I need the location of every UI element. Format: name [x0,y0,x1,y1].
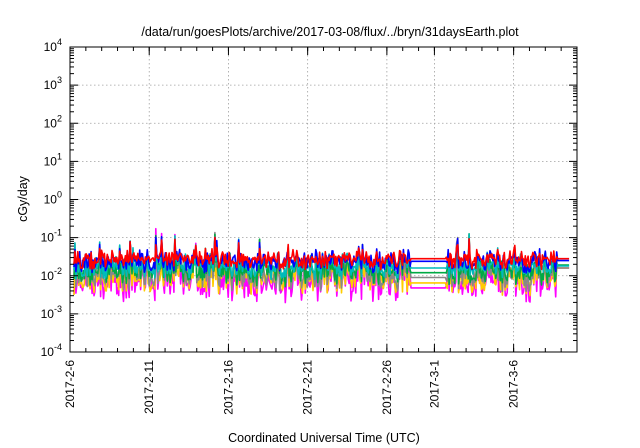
x-axis-label: Coordinated Universal Time (UTC) [228,431,420,445]
y-tick-label: 10-3 [41,304,62,321]
series-lines [73,227,570,304]
x-tick-label: 2017-2-16 [221,360,235,415]
x-tick-label: 2017-2-21 [301,360,315,415]
grid [69,47,577,352]
y-tick-label: 104 [44,37,62,54]
y-tick-label: 103 [44,75,62,92]
y-tick-label: 10-1 [41,228,62,245]
x-tick-label: 2017-3-6 [507,360,521,408]
x-tick-label: 2017-2-26 [380,360,394,415]
x-axis: 2017-2-6 2017-2-11 2017-2-16 2017-2-21 2017-… [63,47,578,415]
x-tick-label: 2017-2-6 [63,360,77,408]
y-axis: 10-4 10-3 10-2 10-1 100 101 102 103 104 [41,37,577,359]
y-axis-label: cGy/day [16,175,30,222]
series-line [73,236,570,271]
y-tick-label: 10-2 [41,266,62,283]
y-tick-label: 101 [44,151,62,168]
y-tick-label: 10-4 [41,342,62,359]
x-tick-label: 2017-2-11 [142,360,156,414]
y-tick-label: 100 [44,190,62,207]
y-tick-label: 102 [44,113,62,130]
chart-title: /data/run/goesPlots/archive/2017-03-08/f… [141,25,519,39]
x-tick-label: 2017-3-1 [427,360,441,408]
